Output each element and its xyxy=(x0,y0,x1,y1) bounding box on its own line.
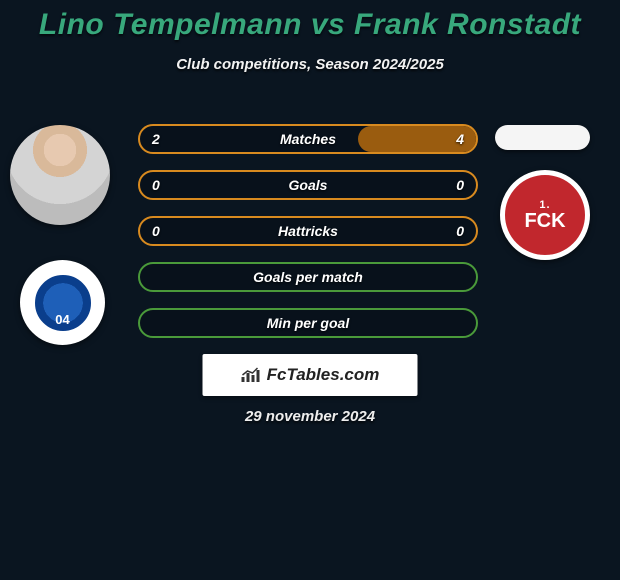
page-title: Lino Tempelmann vs Frank Ronstadt xyxy=(0,0,620,42)
stat-label: Min per goal xyxy=(267,315,349,331)
stat-row: Min per goal xyxy=(138,308,478,338)
stat-row: 0 0 Hattricks xyxy=(138,216,478,246)
stat-value-left: 0 xyxy=(152,177,160,193)
stat-value-right: 0 xyxy=(456,177,464,193)
stat-value-right: 0 xyxy=(456,223,464,239)
fck-logo-icon: 1. FCK xyxy=(524,200,565,231)
stat-value-left: 2 xyxy=(152,131,160,147)
player-photo-right xyxy=(495,125,590,150)
stat-row: Goals per match xyxy=(138,262,478,292)
schalke-logo-icon xyxy=(32,272,94,334)
branding-badge: FcTables.com xyxy=(203,354,418,396)
stat-label: Matches xyxy=(280,131,336,147)
stat-value-left: 0 xyxy=(152,223,160,239)
stat-row: 2 4 Matches xyxy=(138,124,478,154)
club-logo-right: 1. FCK xyxy=(500,170,590,260)
club-logo-left xyxy=(20,260,105,345)
player-photo-left xyxy=(10,125,110,225)
stat-value-right: 4 xyxy=(456,131,464,147)
fck-logo-line2: FCK xyxy=(524,210,565,232)
branding-text: FcTables.com xyxy=(267,365,380,385)
stat-label: Goals per match xyxy=(253,269,363,285)
stat-label: Goals xyxy=(289,177,328,193)
stat-row: 0 0 Goals xyxy=(138,170,478,200)
stat-label: Hattricks xyxy=(278,223,338,239)
stats-container: 2 4 Matches 0 0 Goals 0 0 Hattricks Goals per mat… xyxy=(138,124,478,354)
date-label: 29 november 2024 xyxy=(0,408,620,425)
subtitle: Club competitions, Season 2024/2025 xyxy=(0,56,620,73)
chart-icon xyxy=(241,367,261,383)
